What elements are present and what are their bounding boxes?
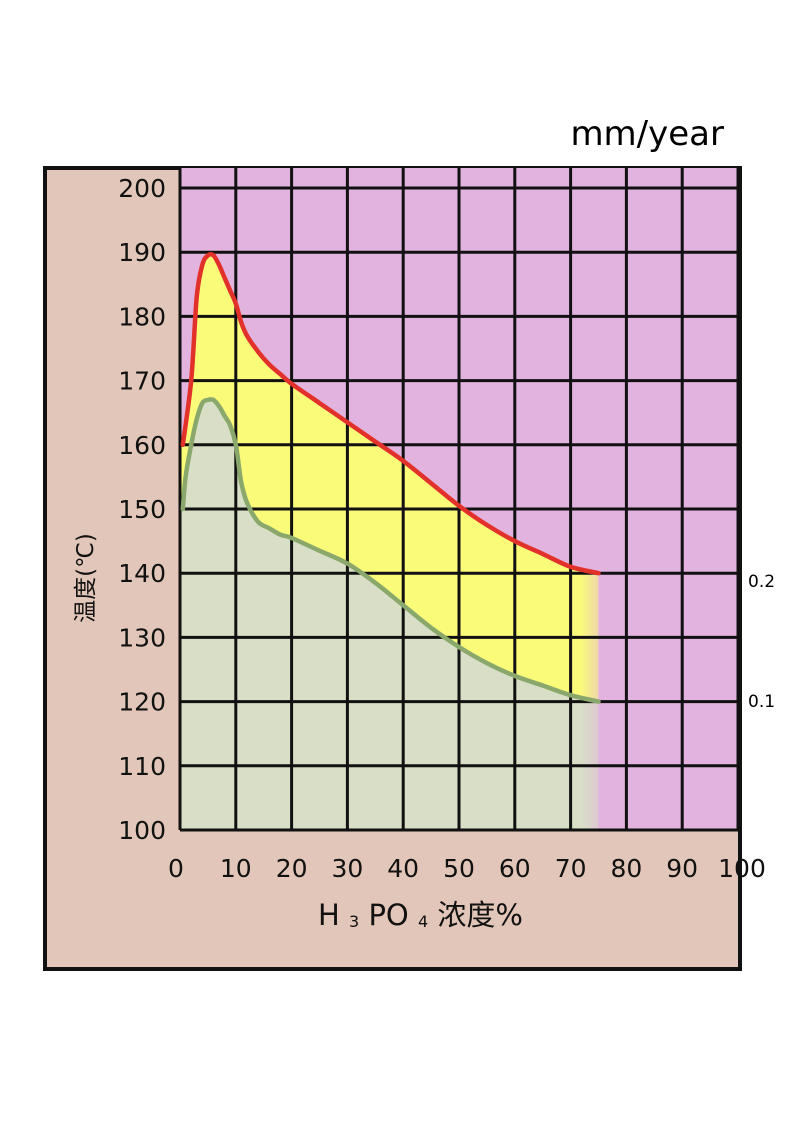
- x-axis-title-sub2: 4: [418, 912, 428, 931]
- grid: [178, 168, 740, 832]
- y-tick-label-190: 190: [118, 238, 166, 267]
- y-tick-label-140: 140: [118, 559, 166, 588]
- x-tick-label-60: 60: [499, 854, 531, 883]
- x-axis-title: H 3 PO 4 浓度%: [318, 898, 523, 934]
- x-tick-label-70: 70: [555, 854, 587, 883]
- y-tick-labels: 100 110 120 130 140 150 160 170 180 190 200: [118, 174, 166, 845]
- y-tick-label-110: 110: [118, 752, 166, 781]
- x-tick-label-80: 80: [610, 854, 642, 883]
- series-label-0-1: 0.1: [748, 692, 775, 712]
- y-tick-label-200: 200: [118, 174, 166, 203]
- x-tick-label-30: 30: [331, 854, 363, 883]
- x-tick-label-10: 10: [220, 854, 252, 883]
- x-tick-labels: 0 10 20 30 40 50 60 70 80 90 100: [168, 854, 766, 883]
- x-tick-label-100: 100: [718, 854, 766, 883]
- x-tick-label-0: 0: [168, 854, 184, 883]
- x-tick-label-20: 20: [276, 854, 308, 883]
- x-tick-label-90: 90: [666, 854, 698, 883]
- y-tick-label-120: 120: [118, 688, 166, 717]
- y-tick-label-160: 160: [118, 431, 166, 460]
- x-axis-title-mid: PO: [368, 898, 408, 932]
- y-tick-label-170: 170: [118, 367, 166, 396]
- y-tick-label-100: 100: [118, 816, 166, 845]
- x-axis-title-sub1: 3: [349, 912, 359, 931]
- x-axis-title-suffix: 浓度%: [437, 898, 523, 932]
- x-axis-title-prefix: H: [318, 898, 340, 932]
- x-tick-label-40: 40: [387, 854, 419, 883]
- unit-label: mm/year: [570, 114, 724, 154]
- y-axis-title: 温度(℃): [73, 533, 99, 623]
- y-tick-label-150: 150: [118, 495, 166, 524]
- x-tick-label-50: 50: [443, 854, 475, 883]
- line-0-2: [180, 251, 601, 576]
- region-below-0-1: [180, 399, 599, 830]
- line-0-1: [180, 397, 601, 704]
- series-label-0-2: 0.2: [748, 572, 775, 592]
- y-tick-label-180: 180: [118, 302, 166, 331]
- y-tick-label-130: 130: [118, 623, 166, 652]
